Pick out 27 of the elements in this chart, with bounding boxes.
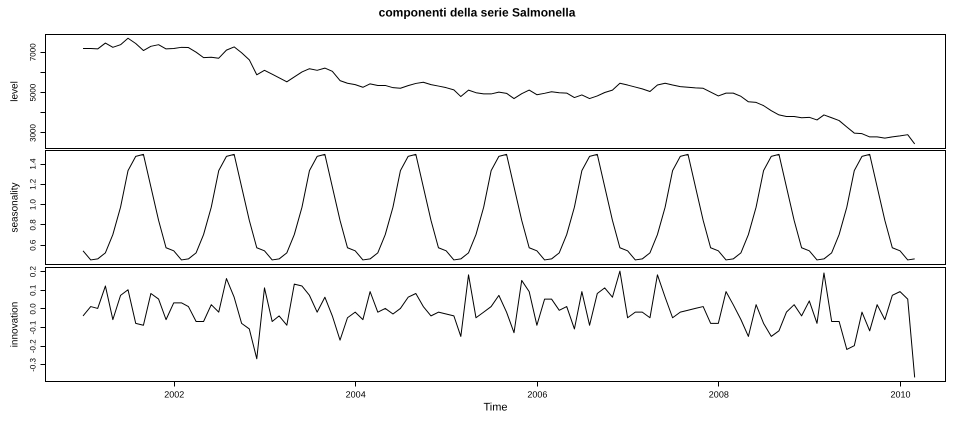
y-tick-label: 1.4: [28, 158, 38, 170]
x-axis-title: Time: [483, 402, 508, 414]
y-tick-label: 0.1: [28, 284, 38, 296]
y-tick-label: -0.2: [28, 338, 38, 354]
line-series: [82, 154, 916, 260]
x-tick-label: 2002: [164, 390, 184, 400]
y-tick-label: -0.3: [28, 357, 38, 372]
x-tick-label: 2010: [890, 390, 911, 400]
chart-title: componenti della serie Salmonella: [378, 6, 576, 20]
line-series: [82, 38, 916, 144]
y-tick-label: 3000: [28, 124, 38, 142]
y-tick-label: 0.6: [28, 239, 38, 251]
x-tick-label: 2008: [708, 390, 729, 400]
x-tick-label: 2004: [346, 390, 366, 400]
y-tick-label: 0.0: [28, 302, 38, 314]
x-tick-label: 2006: [527, 390, 548, 400]
y-tick-label: 0.8: [28, 218, 38, 230]
line-series: [82, 270, 916, 378]
y-tick-label: 0.2: [28, 265, 38, 278]
y-tick-label: 1.0: [28, 198, 38, 210]
y-axis-title: seasonality: [10, 182, 20, 233]
y-axis-title: level: [10, 81, 20, 102]
y-axis-title: innovation: [10, 302, 20, 348]
y-tick-label: 1.2: [28, 178, 38, 190]
y-tick-label: -0.1: [28, 320, 38, 334]
y-tick-label: 5000: [28, 83, 38, 102]
y-tick-label: 7000: [28, 42, 38, 62]
